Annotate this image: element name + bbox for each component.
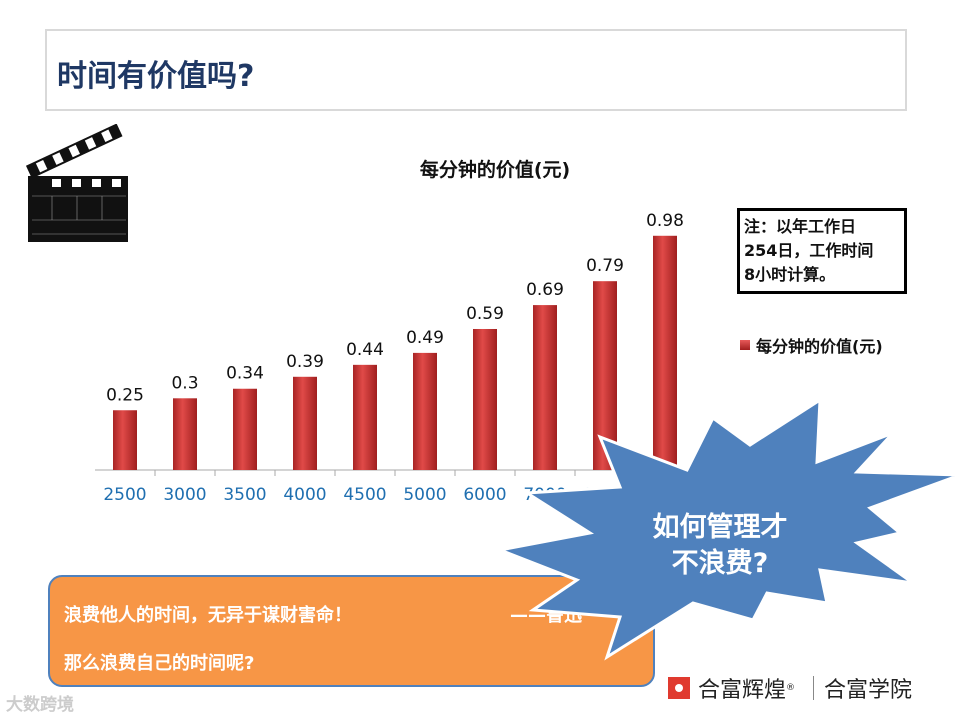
bar (533, 305, 557, 470)
chart-legend: 每分钟的价值(元) (740, 333, 883, 357)
bar (653, 235, 677, 470)
x-tick-label: 2500 (103, 485, 146, 505)
company-logo: 合富辉煌 ® 合富学院 (668, 672, 912, 704)
data-label: 0.3 (171, 373, 198, 393)
logo-divider (813, 676, 815, 700)
bar (413, 352, 437, 470)
data-label: 0.59 (466, 304, 504, 324)
bar (473, 328, 497, 470)
x-tick-label: 4500 (343, 485, 386, 505)
quote-line-1: 浪费他人的时间，无异于谋财害命！ (64, 605, 352, 626)
title-box: 时间有价值吗? (45, 29, 907, 111)
watermark: 大数跨境 (6, 695, 74, 715)
logo-mark-icon (668, 677, 690, 699)
logo-brand: 合富辉煌 (698, 678, 787, 703)
x-tick-label: 5000 (403, 485, 446, 505)
note-line: 254日，工作时间 (744, 241, 874, 260)
bar (293, 376, 317, 470)
data-label: 0.79 (586, 256, 624, 276)
data-label: 0.39 (286, 352, 324, 372)
bar (353, 364, 377, 470)
logo-reg: ® (786, 683, 796, 693)
chart-note: 注：以年工作日 254日，工作时间 8小时计算。 (737, 208, 907, 294)
data-label: 0.49 (406, 328, 444, 348)
callout-line-1: 如何管理才 (652, 512, 788, 543)
legend-label: 每分钟的价值(元) (756, 337, 883, 356)
bar (173, 398, 197, 470)
chart-title: 每分钟的价值(元) (419, 159, 571, 181)
legend-swatch (740, 340, 750, 350)
callout-text: 如何管理才 不浪费? (600, 510, 840, 582)
x-tick-label: 3000 (163, 485, 206, 505)
x-tick-label: 4000 (283, 485, 326, 505)
note-line: 注：以年工作日 (744, 217, 857, 236)
bar (113, 410, 137, 470)
data-label: 0.25 (106, 385, 144, 405)
bar (233, 388, 257, 470)
starburst-shape (494, 397, 960, 661)
logo-sub: 合富学院 (824, 678, 913, 703)
slide-title: 时间有价值吗? (57, 59, 255, 94)
data-label: 0.69 (526, 280, 564, 300)
callout-line-2: 不浪费? (671, 548, 769, 579)
data-label: 0.44 (346, 340, 384, 360)
quote-line-2: 那么浪费自己的时间呢? (64, 653, 255, 674)
x-tick-label: 3500 (223, 485, 266, 505)
clapperboard-icon (25, 124, 128, 242)
data-label: 0.98 (646, 211, 684, 231)
x-tick-label: 6000 (463, 485, 506, 505)
note-line: 8小时计算。 (744, 265, 836, 284)
quote-box: 浪费他人的时间，无异于谋财害命！ ——鲁迅 那么浪费自己的时间呢? (48, 575, 655, 687)
data-label: 0.34 (226, 364, 264, 384)
